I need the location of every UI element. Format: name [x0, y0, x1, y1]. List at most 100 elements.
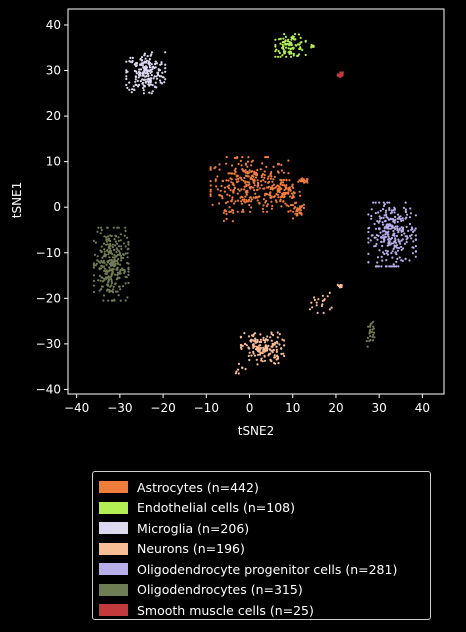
scatter-point	[155, 77, 159, 80]
scatter-point	[129, 56, 132, 60]
scatter-points	[92, 33, 417, 375]
scatter-point	[245, 199, 248, 202]
scatter-point	[92, 290, 95, 294]
scatter-point	[280, 169, 283, 172]
scatter-point	[115, 255, 118, 258]
scatter-point	[122, 253, 125, 256]
scatter-point	[118, 270, 121, 273]
scatter-point	[291, 46, 294, 50]
scatter-point	[403, 242, 406, 245]
scatter-point	[386, 250, 389, 253]
tsne-scatter-chart: −40 −30 −20 −10 0 10 20 30 40 −40 −30 −20 −10 0 10 20 3…	[10, 8, 445, 438]
scatter-point	[107, 276, 110, 279]
scatter-point	[239, 346, 242, 349]
scatter-point	[246, 160, 250, 163]
scatter-point	[280, 205, 283, 208]
scatter-point	[92, 263, 95, 266]
scatter-point	[255, 171, 258, 174]
scatter-point	[109, 234, 112, 237]
scatter-point	[216, 188, 219, 191]
scatter-point	[104, 272, 107, 275]
scatter-point	[148, 58, 151, 61]
scatter-point	[276, 342, 279, 345]
scatter-point	[379, 209, 382, 212]
scatter-point	[159, 79, 162, 82]
scatter-point	[271, 180, 274, 183]
scatter-point	[235, 157, 239, 160]
scatter-point	[267, 353, 270, 356]
scatter-point	[218, 163, 221, 166]
scatter-point	[393, 219, 396, 222]
scatter-point	[366, 336, 369, 339]
scatter-point	[236, 192, 239, 195]
legend-label: Smooth muscle cells (n=25)	[137, 602, 314, 618]
scatter-point	[230, 200, 233, 203]
scatter-point	[255, 358, 258, 361]
scatter-point	[127, 273, 130, 276]
scatter-point	[274, 45, 277, 48]
scatter-point	[283, 193, 286, 196]
scatter-point	[155, 62, 159, 65]
scatter-point	[285, 204, 288, 207]
scatter-point	[328, 308, 331, 311]
scatter-point	[304, 53, 307, 57]
scatter-point	[398, 227, 401, 230]
scatter-point	[139, 68, 143, 71]
scatter-point	[266, 347, 269, 350]
scatter-point	[106, 283, 109, 286]
scatter-point	[102, 299, 105, 302]
scatter-point	[256, 363, 259, 366]
scatter-point	[284, 202, 287, 205]
scatter-point	[403, 232, 406, 235]
scatter-point	[240, 202, 243, 205]
scatter-point	[390, 242, 393, 245]
scatter-point	[248, 183, 251, 186]
scatter-point	[402, 206, 406, 209]
scatter-point	[292, 210, 295, 213]
scatter-point	[413, 229, 416, 232]
scatter-point	[236, 199, 240, 202]
scatter-point	[270, 207, 273, 210]
scatter-point	[281, 181, 285, 184]
scatter-point	[267, 185, 270, 188]
scatter-point	[256, 338, 259, 342]
scatter-point	[132, 85, 135, 88]
scatter-point	[142, 89, 145, 92]
scatter-point	[367, 237, 370, 240]
scatter-point	[120, 245, 123, 248]
scatter-point	[125, 83, 128, 86]
scatter-point	[412, 240, 415, 243]
scatter-point	[281, 54, 284, 57]
scatter-point	[279, 196, 282, 199]
scatter-point	[108, 262, 112, 265]
scatter-point	[248, 186, 251, 189]
scatter-point	[282, 352, 285, 355]
scatter-point	[252, 186, 255, 189]
scatter-point	[300, 41, 303, 44]
scatter-point	[410, 237, 413, 240]
scatter-point	[286, 40, 289, 43]
scatter-point	[275, 185, 278, 188]
scatter-point	[115, 247, 118, 250]
scatter-point	[117, 239, 120, 242]
scatter-point	[247, 346, 250, 349]
scatter-point	[248, 358, 251, 362]
scatter-point	[264, 156, 267, 159]
scatter-point	[101, 276, 104, 279]
scatter-point	[378, 215, 381, 218]
scatter-point	[367, 213, 370, 216]
scatter-point	[225, 162, 228, 165]
scatter-point	[262, 187, 265, 190]
scatter-point	[161, 71, 164, 74]
scatter-point	[394, 227, 397, 231]
scatter-point	[387, 230, 390, 233]
scatter-point	[369, 335, 372, 338]
scatter-point	[116, 268, 119, 271]
scatter-point	[136, 79, 139, 82]
scatter-point	[390, 265, 394, 268]
scatter-point	[155, 75, 158, 78]
scatter-point	[245, 183, 248, 186]
scatter-point	[118, 250, 121, 253]
scatter-point	[118, 245, 121, 248]
scatter-point	[266, 177, 269, 180]
